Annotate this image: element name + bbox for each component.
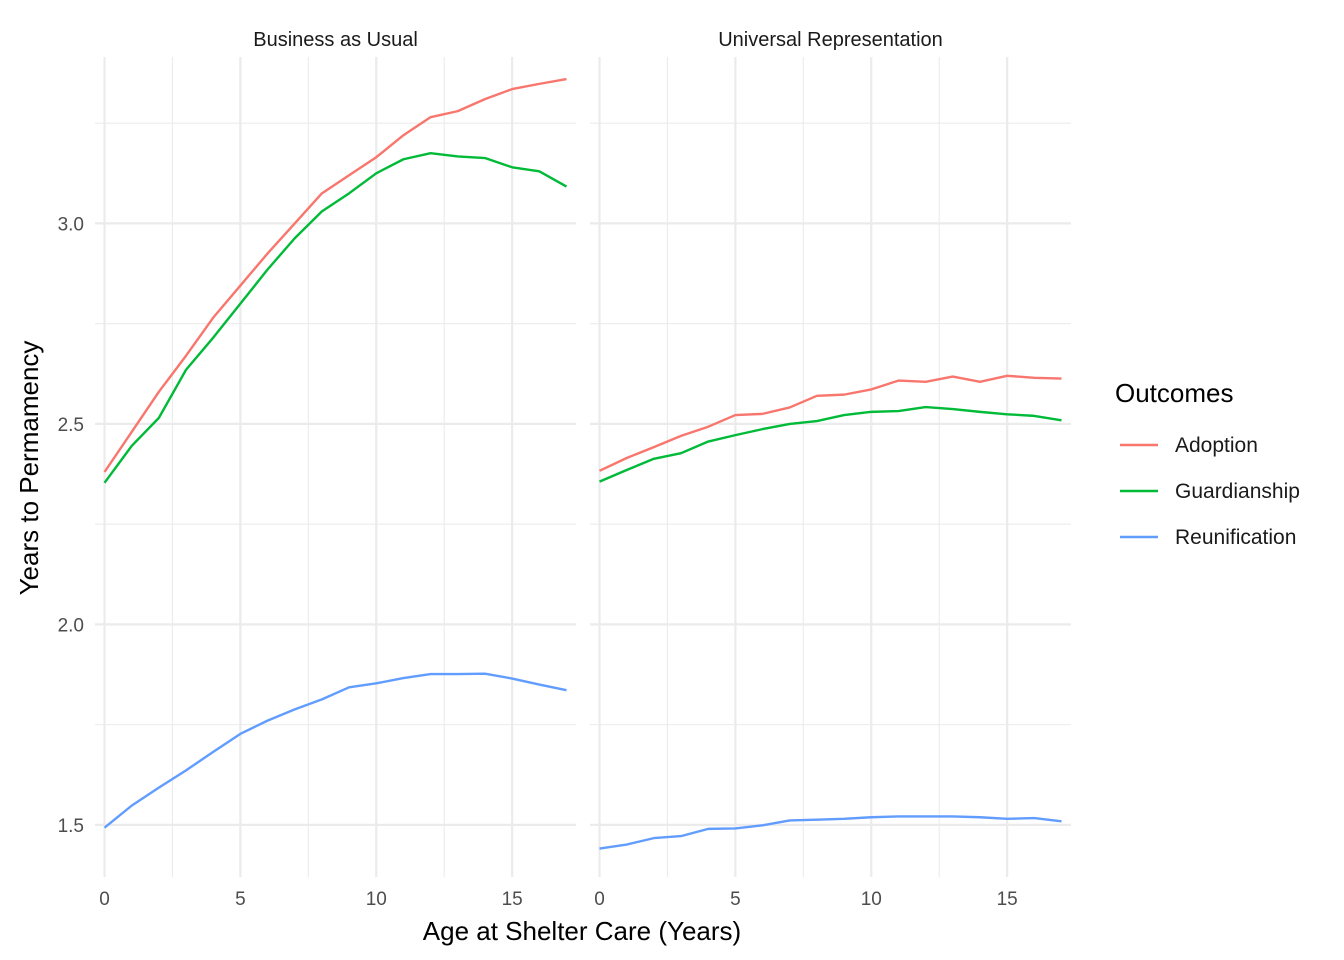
y-axis-ticks: 1.5 2.0 2.5 3.0 (58, 214, 84, 836)
x-tick-label: 5 (235, 889, 246, 910)
legend-item-guardianship: Guardianship (1120, 480, 1300, 503)
x-tick-label: 15 (502, 889, 523, 910)
x-tick-label: 0 (99, 889, 110, 910)
legend-label: Guardianship (1175, 480, 1300, 503)
x-tick-label: 15 (997, 889, 1018, 910)
x-tick-label: 5 (730, 889, 741, 910)
x-axis-title: Age at Shelter Care (Years) (423, 916, 741, 946)
x-axis-ticks: 0 5 10 15 (99, 889, 522, 910)
y-tick-label: 3.0 (58, 214, 84, 235)
x-tick-label: 10 (861, 889, 882, 910)
panel-title: Business as Usual (253, 29, 418, 51)
legend-title: Outcomes (1115, 378, 1234, 408)
legend-item-adoption: Adoption (1120, 434, 1258, 457)
y-tick-label: 1.5 (58, 816, 84, 837)
y-tick-label: 2.0 (58, 615, 84, 636)
series-line-guardianship (599, 405, 1062, 483)
series-group (103, 77, 568, 829)
x-tick-label: 0 (594, 889, 605, 910)
series-line-reunification (103, 672, 567, 829)
panel-title: Universal Representation (718, 29, 943, 51)
panel-1: Business as Usual 0 5 10 15 (95, 29, 576, 910)
series-line-reunification (599, 815, 1062, 850)
legend-entries: Adoption Guardianship Reunification (1120, 434, 1300, 549)
legend-label: Adoption (1175, 434, 1258, 457)
series-line-adoption (103, 77, 567, 473)
series-line-adoption (598, 374, 1062, 472)
legend-label: Reunification (1175, 526, 1296, 549)
series-group (598, 374, 1062, 850)
x-axis-ticks: 0 5 10 15 (594, 889, 1017, 910)
series-line-guardianship (103, 152, 568, 484)
gridlines (590, 57, 1071, 877)
y-axis-title: Years to Permamency (14, 341, 44, 596)
gridlines (95, 57, 576, 877)
legend-item-reunification: Reunification (1120, 526, 1296, 549)
x-tick-label: 10 (366, 889, 387, 910)
panel-2: Universal Representation 0 5 10 15 (590, 29, 1071, 910)
y-tick-label: 2.5 (58, 415, 84, 436)
legend: Outcomes Adoption Guardianship Reunificati… (1115, 378, 1300, 549)
